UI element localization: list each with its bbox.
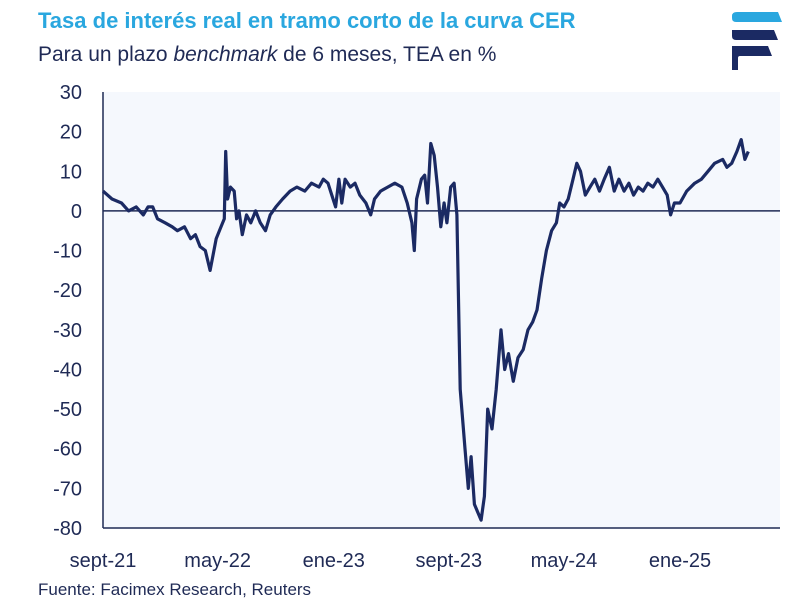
y-axis: 30 20 10 0 -10 -20 -30 -40 -50 -60 -70 -80 [53,82,82,540]
x-tick-label: ene-23 [303,550,365,572]
y-tick-label: 20 [60,122,82,144]
subtitle-suffix: de 6 meses, TEA en % [277,43,497,66]
y-tick-label: -20 [53,280,82,302]
x-tick-label: may-24 [531,550,598,572]
y-tick-label: 10 [60,161,82,183]
plot-background [103,92,780,528]
x-axis: sept-21 may-22 ene-23 sept-23 may-24 ene-25 [70,550,712,572]
y-tick-label: 0 [71,201,82,223]
subtitle-prefix: Para un plazo [38,43,174,66]
subtitle-emphasis: benchmark [173,43,278,66]
y-tick-label: 30 [60,82,82,104]
facimex-logo-icon [732,12,782,70]
series-line [101,138,750,522]
x-tick-label: ene-25 [649,550,711,572]
chart-subtitle: Para un plazo benchmark de 6 meses, TEA … [38,43,496,67]
y-tick-label: -60 [53,439,82,461]
y-tick-label: -50 [53,399,82,421]
x-tick-label: sept-21 [70,550,137,572]
x-tick-label: may-22 [184,550,251,572]
source-note: Fuente: Facimex Research, Reuters [38,580,312,599]
y-tick-label: -10 [53,241,82,263]
y-tick-label: -80 [53,518,82,540]
chart-title: Tasa de interés real en tramo corto de l… [38,8,576,33]
y-tick-label: -70 [53,478,82,500]
x-tick-label: sept-23 [415,550,482,572]
y-tick-label: -40 [53,359,82,381]
y-tick-label: -30 [53,320,82,342]
